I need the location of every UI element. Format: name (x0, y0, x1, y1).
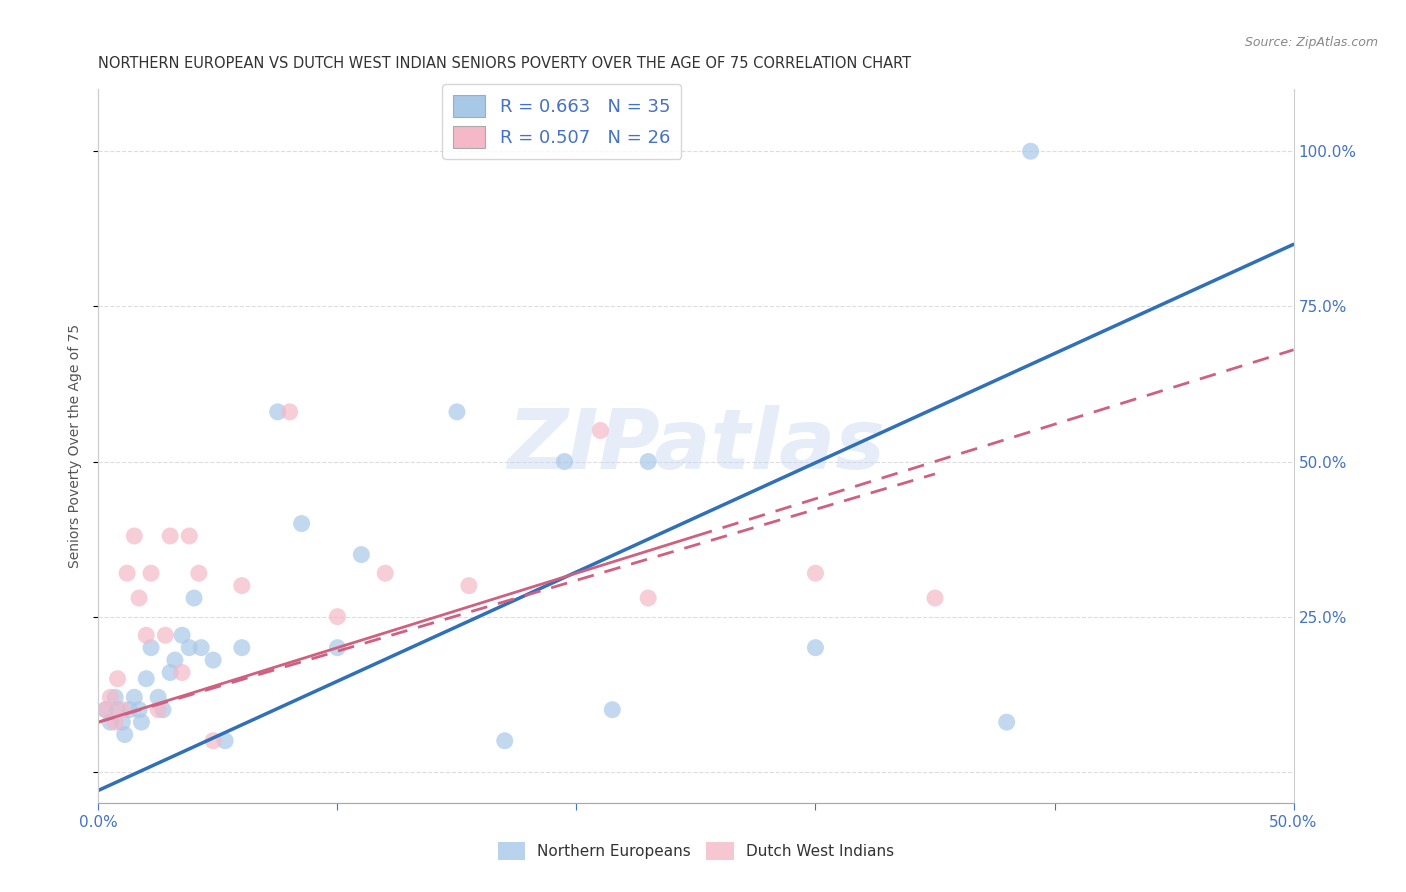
Point (159, 529, 181, 543)
Point (326, 609, 349, 624)
Point (94, 703, 117, 717)
Y-axis label: Seniors Poverty Over the Age of 75: Seniors Poverty Over the Age of 75 (69, 324, 83, 568)
Point (124, 690, 146, 705)
Point (267, 405, 290, 419)
Point (107, 672, 129, 686)
Point (104, 690, 127, 705)
Point (98, 690, 122, 705)
Point (183, 591, 205, 605)
Point (131, 715, 153, 730)
Point (278, 405, 301, 419)
Text: ZIPatlas: ZIPatlas (508, 406, 884, 486)
Point (128, 703, 150, 717)
Point (128, 591, 150, 605)
Point (159, 665, 181, 680)
Point (155, 628, 177, 642)
Point (111, 715, 134, 730)
Point (1019, 145, 1042, 159)
Point (350, 548, 373, 562)
Point (98, 715, 122, 730)
Legend: Northern Europeans, Dutch West Indians: Northern Europeans, Dutch West Indians (492, 836, 900, 866)
Point (179, 640, 201, 655)
Point (231, 640, 253, 655)
Point (202, 653, 225, 667)
Point (214, 733, 236, 747)
Point (163, 653, 186, 667)
Point (554, 454, 576, 468)
Point (152, 703, 174, 717)
Point (139, 566, 162, 581)
Point (94, 703, 117, 717)
Point (135, 628, 157, 642)
Point (589, 424, 612, 438)
Point (602, 703, 624, 717)
Point (924, 591, 946, 605)
Point (139, 640, 162, 655)
Point (446, 405, 468, 419)
Point (111, 703, 134, 717)
Text: NORTHERN EUROPEAN VS DUTCH WEST INDIAN SENIORS POVERTY OVER THE AGE OF 75 CORREL: NORTHERN EUROPEAN VS DUTCH WEST INDIAN S… (98, 56, 911, 71)
Point (104, 715, 127, 730)
Point (148, 690, 170, 705)
Point (804, 566, 827, 581)
Point (187, 566, 209, 581)
Point (458, 579, 481, 593)
Point (114, 727, 136, 741)
Point (107, 703, 129, 717)
Point (637, 591, 659, 605)
Point (374, 566, 396, 581)
Point (494, 733, 516, 747)
Point (637, 454, 659, 468)
Point (118, 703, 141, 717)
Point (231, 579, 253, 593)
Point (202, 733, 225, 747)
Point (995, 715, 1018, 730)
Point (326, 640, 349, 655)
Point (291, 516, 314, 531)
Point (135, 672, 157, 686)
Text: Source: ZipAtlas.com: Source: ZipAtlas.com (1244, 36, 1378, 49)
Point (148, 703, 170, 717)
Point (172, 628, 194, 642)
Point (179, 529, 201, 543)
Point (124, 529, 146, 543)
Point (804, 640, 827, 655)
Point (190, 640, 212, 655)
Point (172, 665, 194, 680)
Point (115, 566, 138, 581)
